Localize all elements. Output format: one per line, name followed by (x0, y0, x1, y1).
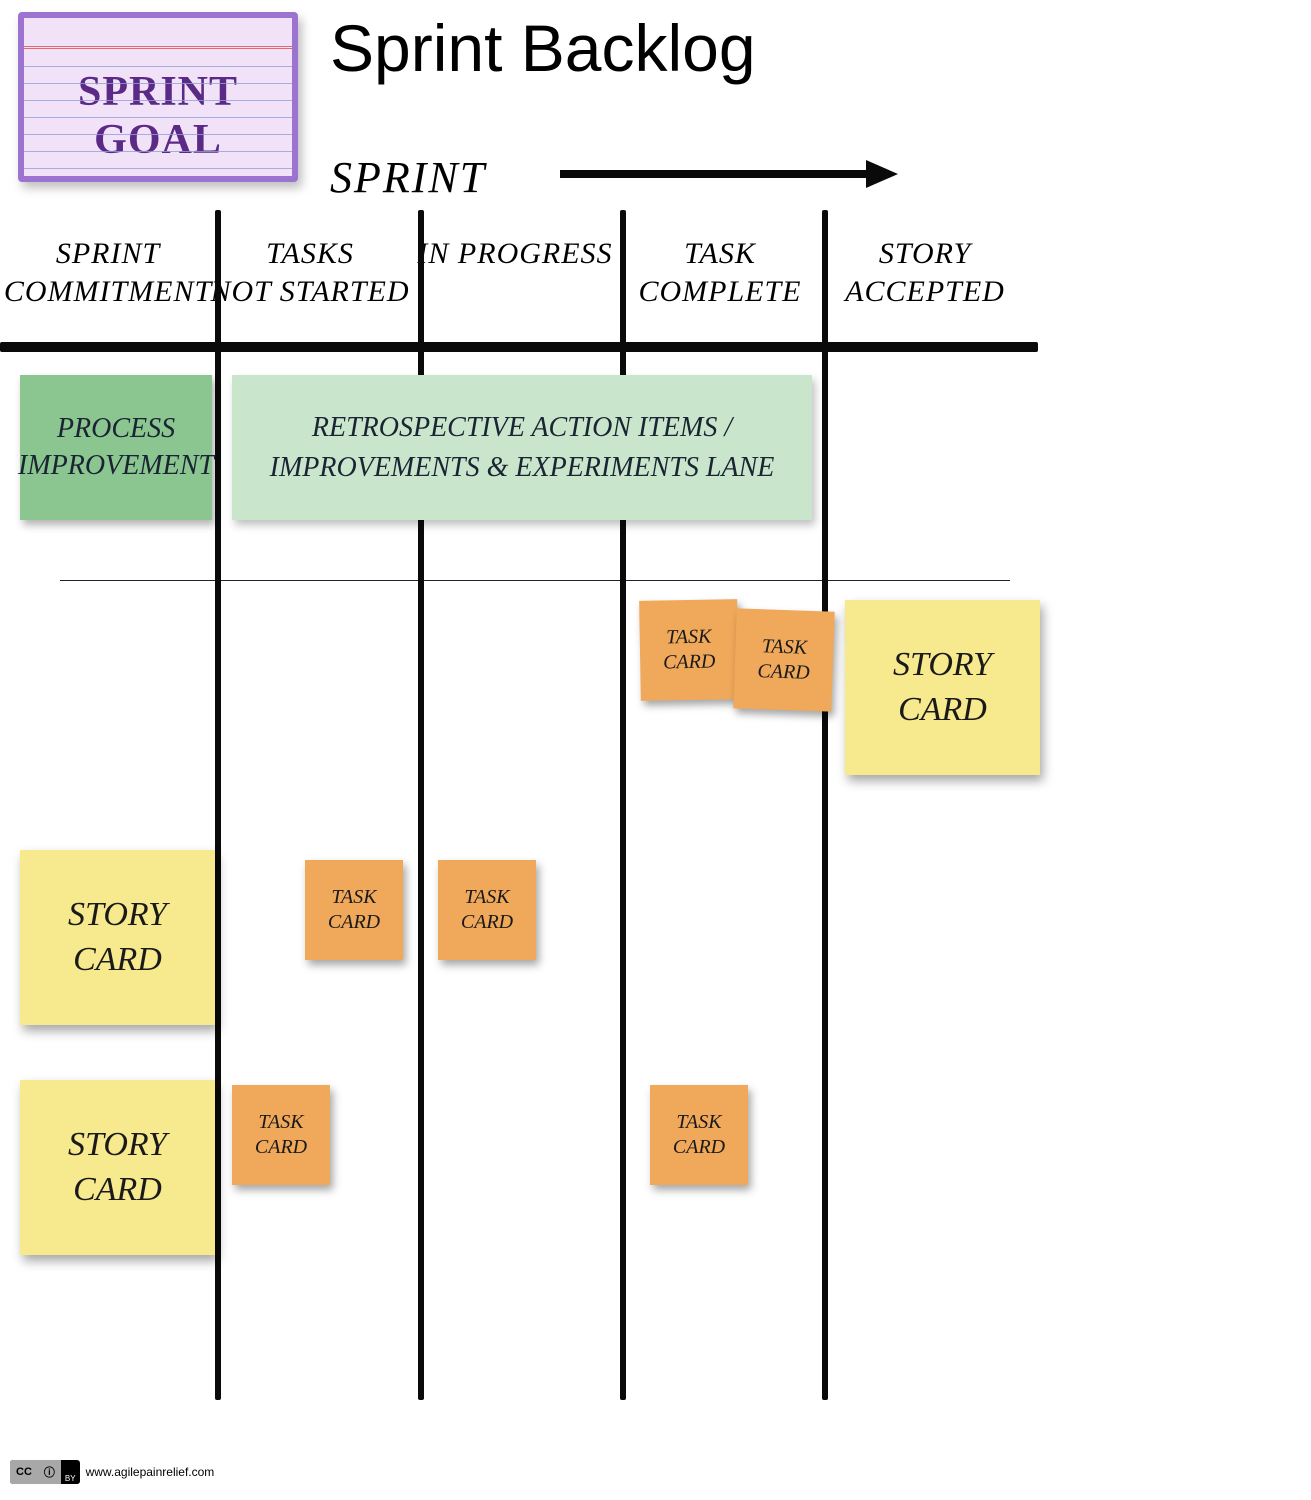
column-header-story-accepted: STORY ACCEPTED (820, 235, 1030, 310)
column-header-in-progress: IN PROGRESS (410, 235, 620, 273)
story-card[interactable]: STORY CARD (845, 600, 1040, 775)
task-card[interactable]: TASK CARD (232, 1085, 330, 1185)
retrospective-lane: RETROSPECTIVE ACTION ITEMS / IMPROVEMENT… (232, 375, 812, 520)
column-divider-0 (215, 210, 221, 1400)
footer: CC ⓘ BY www.agilepainrelief.com (10, 1460, 214, 1484)
cc-icon: CC (10, 1460, 38, 1484)
column-header-tasks-not-started: TASKS NOT STARTED (205, 235, 415, 310)
task-card[interactable]: TASK CARD (650, 1085, 748, 1185)
column-divider-3 (822, 210, 828, 1400)
header-divider-line (0, 342, 1038, 352)
process-improvement-card: PROCESS IMPROVEMENT (20, 375, 212, 520)
column-header-task-complete: TASK COMPLETE (615, 235, 825, 310)
sprint-arrow-label: SPRINT (330, 152, 486, 203)
sprint-backlog-board: SPRINT GOAL Sprint Backlog SPRINT SPRINT… (0, 0, 1311, 1500)
task-card[interactable]: TASK CARD (639, 599, 739, 701)
attribution-icon: ⓘ (38, 1460, 61, 1484)
task-card[interactable]: TASK CARD (438, 860, 536, 960)
page-title: Sprint Backlog (330, 10, 756, 86)
lane-divider-line (60, 580, 1010, 581)
by-label: BY (61, 1474, 80, 1484)
footer-url: www.agilepainrelief.com (86, 1465, 215, 1479)
story-card[interactable]: STORY CARD (20, 850, 215, 1025)
story-card[interactable]: STORY CARD (20, 1080, 215, 1255)
column-header-sprint-commitment: SPRINT COMMITMENT (3, 235, 213, 310)
sprint-goal-card: SPRINT GOAL (18, 12, 298, 182)
cc-license-badge: CC ⓘ BY (10, 1460, 80, 1484)
sprint-arrow-icon (560, 154, 900, 194)
task-card[interactable]: TASK CARD (305, 860, 403, 960)
task-card[interactable]: TASK CARD (733, 608, 834, 711)
